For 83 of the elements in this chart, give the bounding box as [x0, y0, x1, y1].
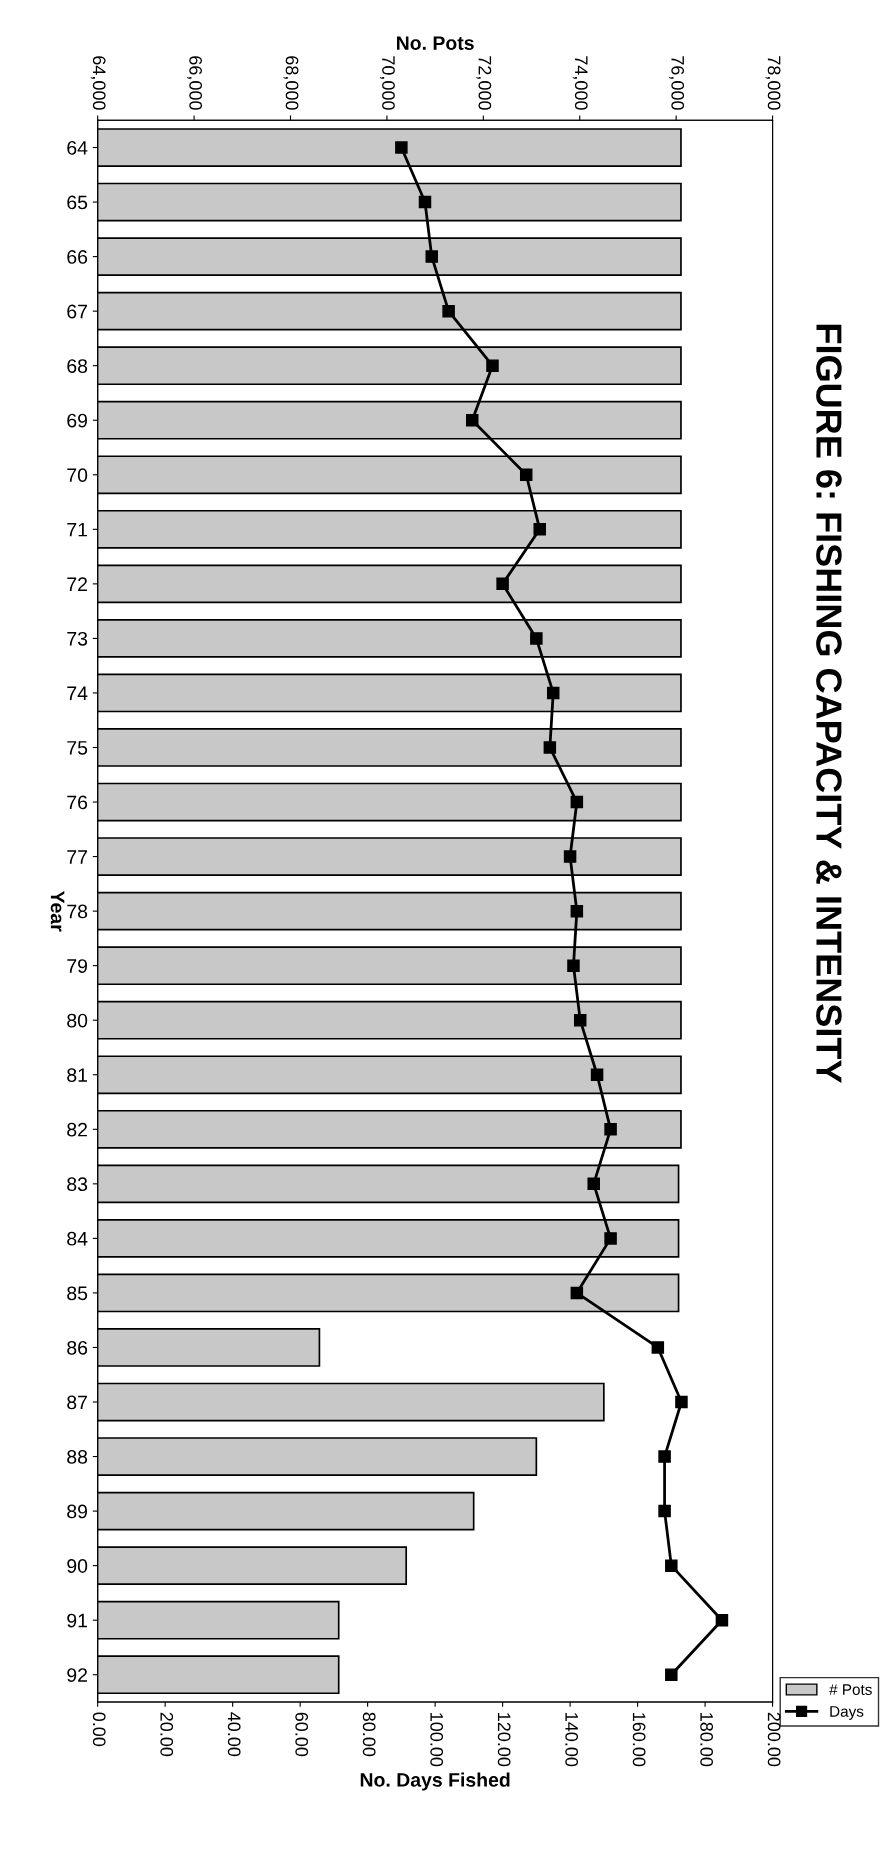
point: [418, 195, 432, 209]
x2-tick-label: 72,000: [476, 56, 492, 110]
x2-tick-label: 66,000: [187, 56, 203, 110]
y-tick-label: 85: [67, 1286, 88, 1301]
x-tick-label: 20.00: [160, 1712, 174, 1757]
y-tick-label: 92: [67, 1668, 87, 1682]
point: [567, 959, 580, 972]
point: [587, 1177, 600, 1191]
x-tick-label: 140.00: [565, 1713, 579, 1767]
legend-label: # Pots: [829, 1684, 872, 1695]
y-tick-label: 65: [67, 195, 88, 210]
y-axis-title: Year: [50, 890, 65, 932]
x-tick-label: 200.00: [767, 1712, 781, 1767]
y-tick-label: 68: [67, 359, 88, 373]
point: [496, 577, 509, 591]
point: [546, 686, 560, 700]
point: [573, 1013, 587, 1027]
y-tick-label: 69: [67, 413, 88, 428]
x2-tick-label: 76,000: [669, 56, 685, 110]
x-tick-label: 80.00: [362, 1712, 376, 1757]
y-tick-label: 76: [67, 795, 88, 810]
y-tick-label: 66: [67, 250, 88, 264]
point: [519, 468, 533, 482]
y-tick-label: 90: [67, 1559, 88, 1573]
y-tick-label: 71: [67, 522, 88, 537]
point: [543, 741, 557, 754]
point: [658, 1504, 671, 1518]
y-tick-label: 70: [67, 468, 88, 483]
point: [442, 304, 455, 318]
point: [604, 1232, 617, 1245]
y-tick-label: 87: [67, 1395, 87, 1410]
x2-tick-label: 74,000: [572, 56, 588, 110]
point: [590, 1068, 604, 1082]
point: [570, 1286, 584, 1300]
point: [486, 359, 499, 372]
y-tick-label: 84: [67, 1231, 88, 1246]
point: [530, 632, 543, 645]
text: FIGURE 6: FISHING CAPACITY & INTENSITY: [816, 324, 842, 1083]
point: [665, 1668, 678, 1681]
x2-axis-title: No. Pots: [396, 36, 474, 50]
y-tick-label: 64: [67, 140, 88, 155]
point: [425, 250, 438, 263]
x2-tick-label: 64,000: [90, 56, 106, 110]
point: [715, 1613, 729, 1627]
point: [604, 1123, 617, 1136]
x-tick-label: 100.00: [430, 1713, 444, 1767]
point: [395, 141, 408, 154]
y-tick-label: 88: [67, 1450, 88, 1464]
y-tick-label: 73: [67, 631, 88, 646]
y-tick-label: 78: [67, 904, 88, 919]
y-tick-label: 82: [67, 1122, 87, 1137]
x-tick-label: 160.00: [632, 1713, 646, 1767]
y-tick-label: 72: [67, 577, 87, 591]
y-tick-label: 74: [67, 686, 88, 700]
x-tick-label: 60.00: [295, 1712, 309, 1757]
x-tick-label: 40.00: [227, 1712, 241, 1757]
point: [465, 413, 479, 427]
point: [675, 1395, 688, 1409]
y-tick-label: 83: [67, 1177, 88, 1192]
point: [665, 1559, 678, 1572]
x2-tick-label: 68,000: [283, 56, 299, 110]
y-tick-label: 80: [67, 1013, 88, 1028]
y-tick-label: 81: [67, 1068, 88, 1082]
point: [563, 850, 577, 863]
x2-tick-label: 70,000: [379, 56, 395, 110]
x-tick-label: 180.00: [700, 1713, 714, 1767]
point: [651, 1341, 665, 1354]
y-tick-label: 86: [67, 1340, 88, 1355]
y-tick-label: 77: [67, 850, 87, 864]
y-tick-label: 79: [67, 959, 88, 973]
x-axis-title: No. Days Fished: [360, 1772, 510, 1791]
y-tick-label: 67: [67, 304, 87, 319]
x-tick-label: 0.00: [92, 1712, 106, 1747]
x-tick-label: 120.00: [497, 1713, 511, 1767]
point: [570, 795, 584, 809]
y-tick-label: 75: [67, 741, 88, 755]
y-tick-label: 89: [67, 1504, 88, 1519]
y-tick-label: 91: [67, 1613, 88, 1628]
point: [533, 523, 546, 536]
point: [570, 904, 584, 918]
x2-tick-label: 78,000: [765, 56, 781, 110]
legend-label: Days: [830, 1706, 864, 1720]
point: [658, 1450, 671, 1463]
